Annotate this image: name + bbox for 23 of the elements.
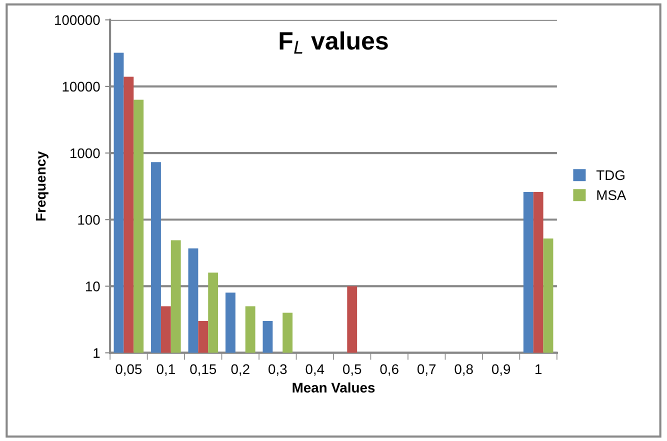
y-tick-label: 10 [86, 282, 100, 292]
y-axis-title: Frequency [36, 151, 48, 221]
x-tick-label: 0,1 [156, 364, 175, 376]
x-tick-label: 0,6 [380, 364, 398, 376]
x-tick-label: 1 [536, 364, 542, 374]
legend-label: TDG [596, 170, 624, 180]
x-tick-label: 0,7 [417, 364, 436, 376]
chart-title: F$_{L}$ values [280, 31, 388, 54]
y-tick-label: 1 [94, 348, 100, 358]
y-tick-label: 10000 [62, 82, 100, 92]
x-tick-label: 0,9 [492, 364, 510, 376]
x-tick-label: 0,3 [268, 364, 287, 376]
x-axis-title: Mean Values [292, 382, 375, 393]
x-tick-label: 0,15 [190, 364, 216, 376]
x-tick-label: 0,05 [116, 364, 142, 376]
y-tick-label: 100 [78, 214, 100, 225]
x-tick-label: 0,5 [343, 364, 362, 376]
x-tick-label: 0,2 [231, 364, 250, 376]
y-tick-label: 1000 [70, 148, 100, 158]
x-tick-label: 0,4 [306, 364, 324, 376]
x-tick-label: 0,8 [454, 364, 473, 376]
y-tick-label: 100000 [55, 15, 100, 26]
legend-label: MSA [597, 190, 626, 200]
